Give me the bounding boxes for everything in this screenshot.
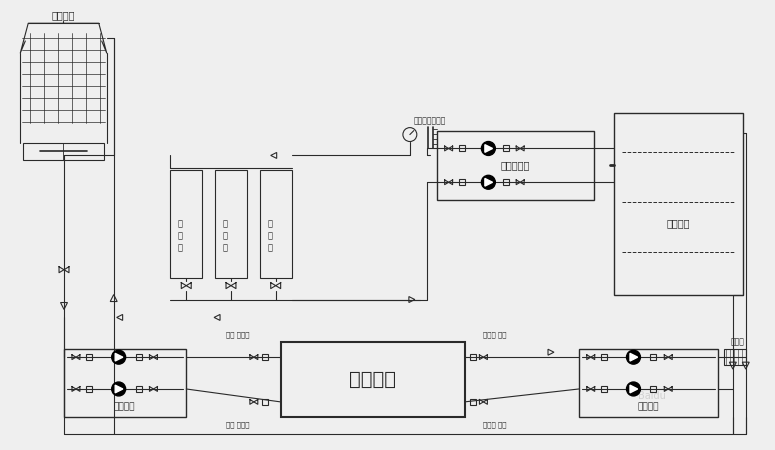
Text: 软接头 阎阀: 软接头 阎阀 [483, 331, 506, 338]
Text: 压力输出泵: 压力输出泵 [501, 160, 530, 171]
Bar [436, 130, 594, 200]
Bar [86, 386, 91, 392]
Bar [262, 354, 267, 360]
Text: Baidu: Baidu [639, 391, 666, 401]
Text: 冷冻水筒: 冷冻水筒 [638, 402, 659, 411]
Bar [459, 179, 464, 185]
Bar [260, 171, 291, 278]
Circle shape [481, 176, 495, 189]
Bar [470, 399, 477, 405]
Text: 产: 产 [177, 231, 183, 240]
Text: 生: 生 [267, 220, 272, 229]
Bar [170, 171, 202, 278]
Text: 生: 生 [222, 220, 228, 229]
Circle shape [481, 141, 495, 155]
Bar [281, 342, 464, 417]
Circle shape [112, 382, 126, 396]
Bar [262, 399, 267, 405]
Text: 阎阀 软接头: 阎阀 软接头 [226, 422, 250, 428]
Text: 产: 产 [222, 231, 228, 240]
Text: 出水器: 出水器 [731, 338, 745, 347]
Text: 线: 线 [222, 243, 228, 252]
Bar [601, 354, 607, 360]
Polygon shape [485, 179, 493, 186]
Bar [136, 386, 142, 392]
Text: 冷却水塔: 冷却水塔 [51, 10, 74, 20]
Text: 生: 生 [177, 220, 183, 229]
Circle shape [626, 350, 640, 364]
Bar [503, 145, 509, 152]
Polygon shape [485, 144, 493, 152]
Text: 线: 线 [267, 243, 272, 252]
Polygon shape [115, 385, 123, 393]
Text: 冷冻水筒: 冷冻水筒 [666, 218, 690, 228]
Bar [724, 349, 746, 365]
Bar [136, 354, 142, 360]
Bar [86, 354, 91, 360]
Polygon shape [630, 353, 638, 361]
Text: 压力表、温度计: 压力表、温度计 [414, 116, 446, 125]
Bar [215, 171, 247, 278]
Circle shape [626, 382, 640, 396]
Bar [614, 112, 742, 295]
Bar [601, 386, 607, 392]
Bar [503, 179, 509, 185]
Bar [650, 386, 656, 392]
Polygon shape [630, 385, 638, 393]
Text: 线: 线 [177, 243, 183, 252]
Bar [64, 349, 186, 417]
Text: 冷冻机组: 冷冻机组 [349, 370, 395, 389]
Bar [23, 143, 104, 160]
Bar [470, 354, 477, 360]
Text: 产: 产 [267, 231, 272, 240]
Bar [650, 354, 656, 360]
Text: 阎阀 软接头: 阎阀 软接头 [226, 331, 250, 338]
Text: 软接头 阎阀: 软接头 阎阀 [483, 422, 506, 428]
Text: 冷却水泵: 冷却水泵 [114, 402, 136, 411]
Polygon shape [115, 353, 123, 361]
Circle shape [112, 350, 126, 364]
Bar [459, 145, 464, 152]
Bar [579, 349, 718, 417]
